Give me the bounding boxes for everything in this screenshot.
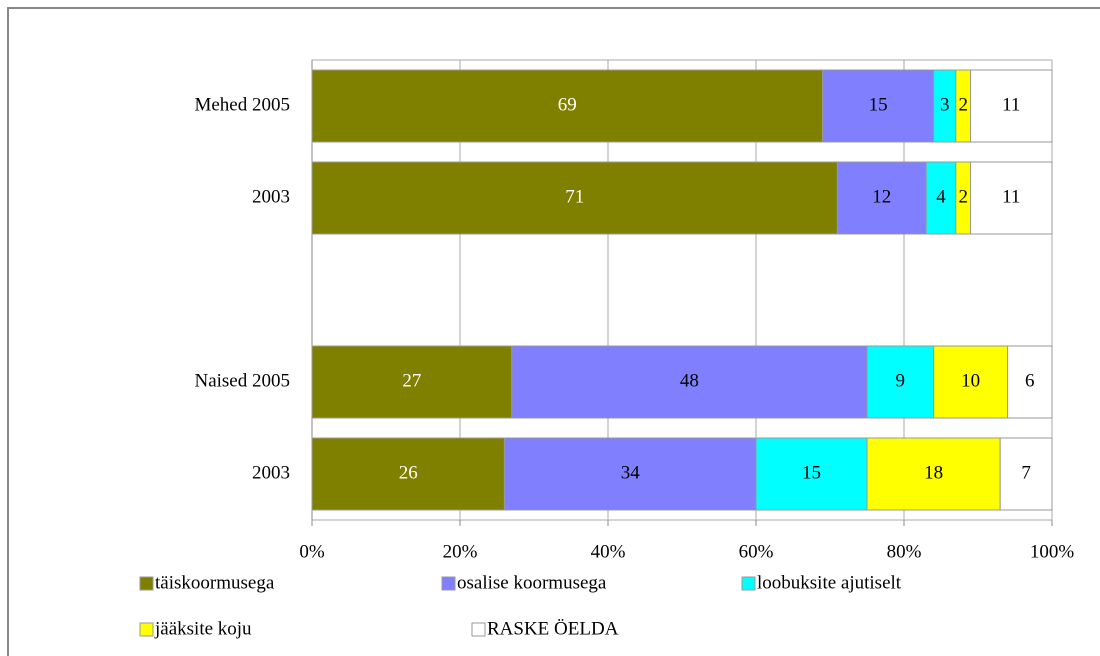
x-tick-label: 0% (299, 541, 325, 562)
data-label: 69 (558, 94, 577, 115)
data-label: 26 (399, 462, 418, 483)
data-label: 7 (1021, 462, 1031, 483)
bar-segment (503, 437, 757, 511)
bar-segment (311, 437, 505, 511)
data-label: 2 (958, 186, 968, 207)
data-label: 15 (802, 462, 821, 483)
data-label: 10 (961, 370, 980, 391)
legend-label: loobuksite ajutiselt (757, 572, 902, 593)
bar-segment (970, 161, 1053, 235)
bar-segment (1007, 345, 1053, 419)
legend-swatch (741, 576, 756, 591)
data-label: 2 (958, 94, 968, 115)
data-label: 3 (940, 94, 950, 115)
data-label: 11 (1002, 186, 1020, 207)
data-label: 48 (680, 370, 699, 391)
legend-swatch (471, 622, 486, 637)
data-label: 9 (896, 370, 906, 391)
bar-segment (311, 161, 838, 235)
legend-label: RASKE ÖELDA (487, 618, 619, 639)
data-label: 15 (869, 94, 888, 115)
y-tick-label: 2003 (252, 462, 290, 483)
x-tick-label: 100% (1030, 541, 1075, 562)
data-label: 18 (924, 462, 943, 483)
bar-segment (836, 161, 927, 235)
y-tick-label: Naised 2005 (194, 370, 290, 391)
x-tick-label: 80% (887, 541, 922, 562)
y-tick-label: 2003 (252, 186, 290, 207)
data-label: 12 (872, 186, 891, 207)
y-tick-label: Mehed 2005 (194, 94, 290, 115)
data-label: 11 (1002, 94, 1020, 115)
legend-label: täiskoormusega (155, 572, 275, 593)
bar-segment (970, 69, 1053, 143)
legend-label: jääksite koju (154, 618, 252, 639)
bar-segment (866, 437, 1001, 511)
data-label: 27 (402, 370, 421, 391)
x-tick-label: 60% (739, 541, 774, 562)
bar-segment (999, 437, 1053, 511)
data-label: 34 (621, 462, 641, 483)
legend-label: osalise koormusega (457, 572, 607, 593)
data-label: 6 (1025, 370, 1035, 391)
x-tick-label: 40% (591, 541, 626, 562)
x-tick-label: 20% (443, 541, 478, 562)
legend-swatch (441, 576, 456, 591)
data-label: 71 (565, 186, 584, 207)
bar-segment (311, 345, 513, 419)
legend-swatch (139, 576, 154, 591)
legend-swatch (139, 622, 154, 637)
data-label: 4 (936, 186, 946, 207)
bar-segment (755, 437, 868, 511)
